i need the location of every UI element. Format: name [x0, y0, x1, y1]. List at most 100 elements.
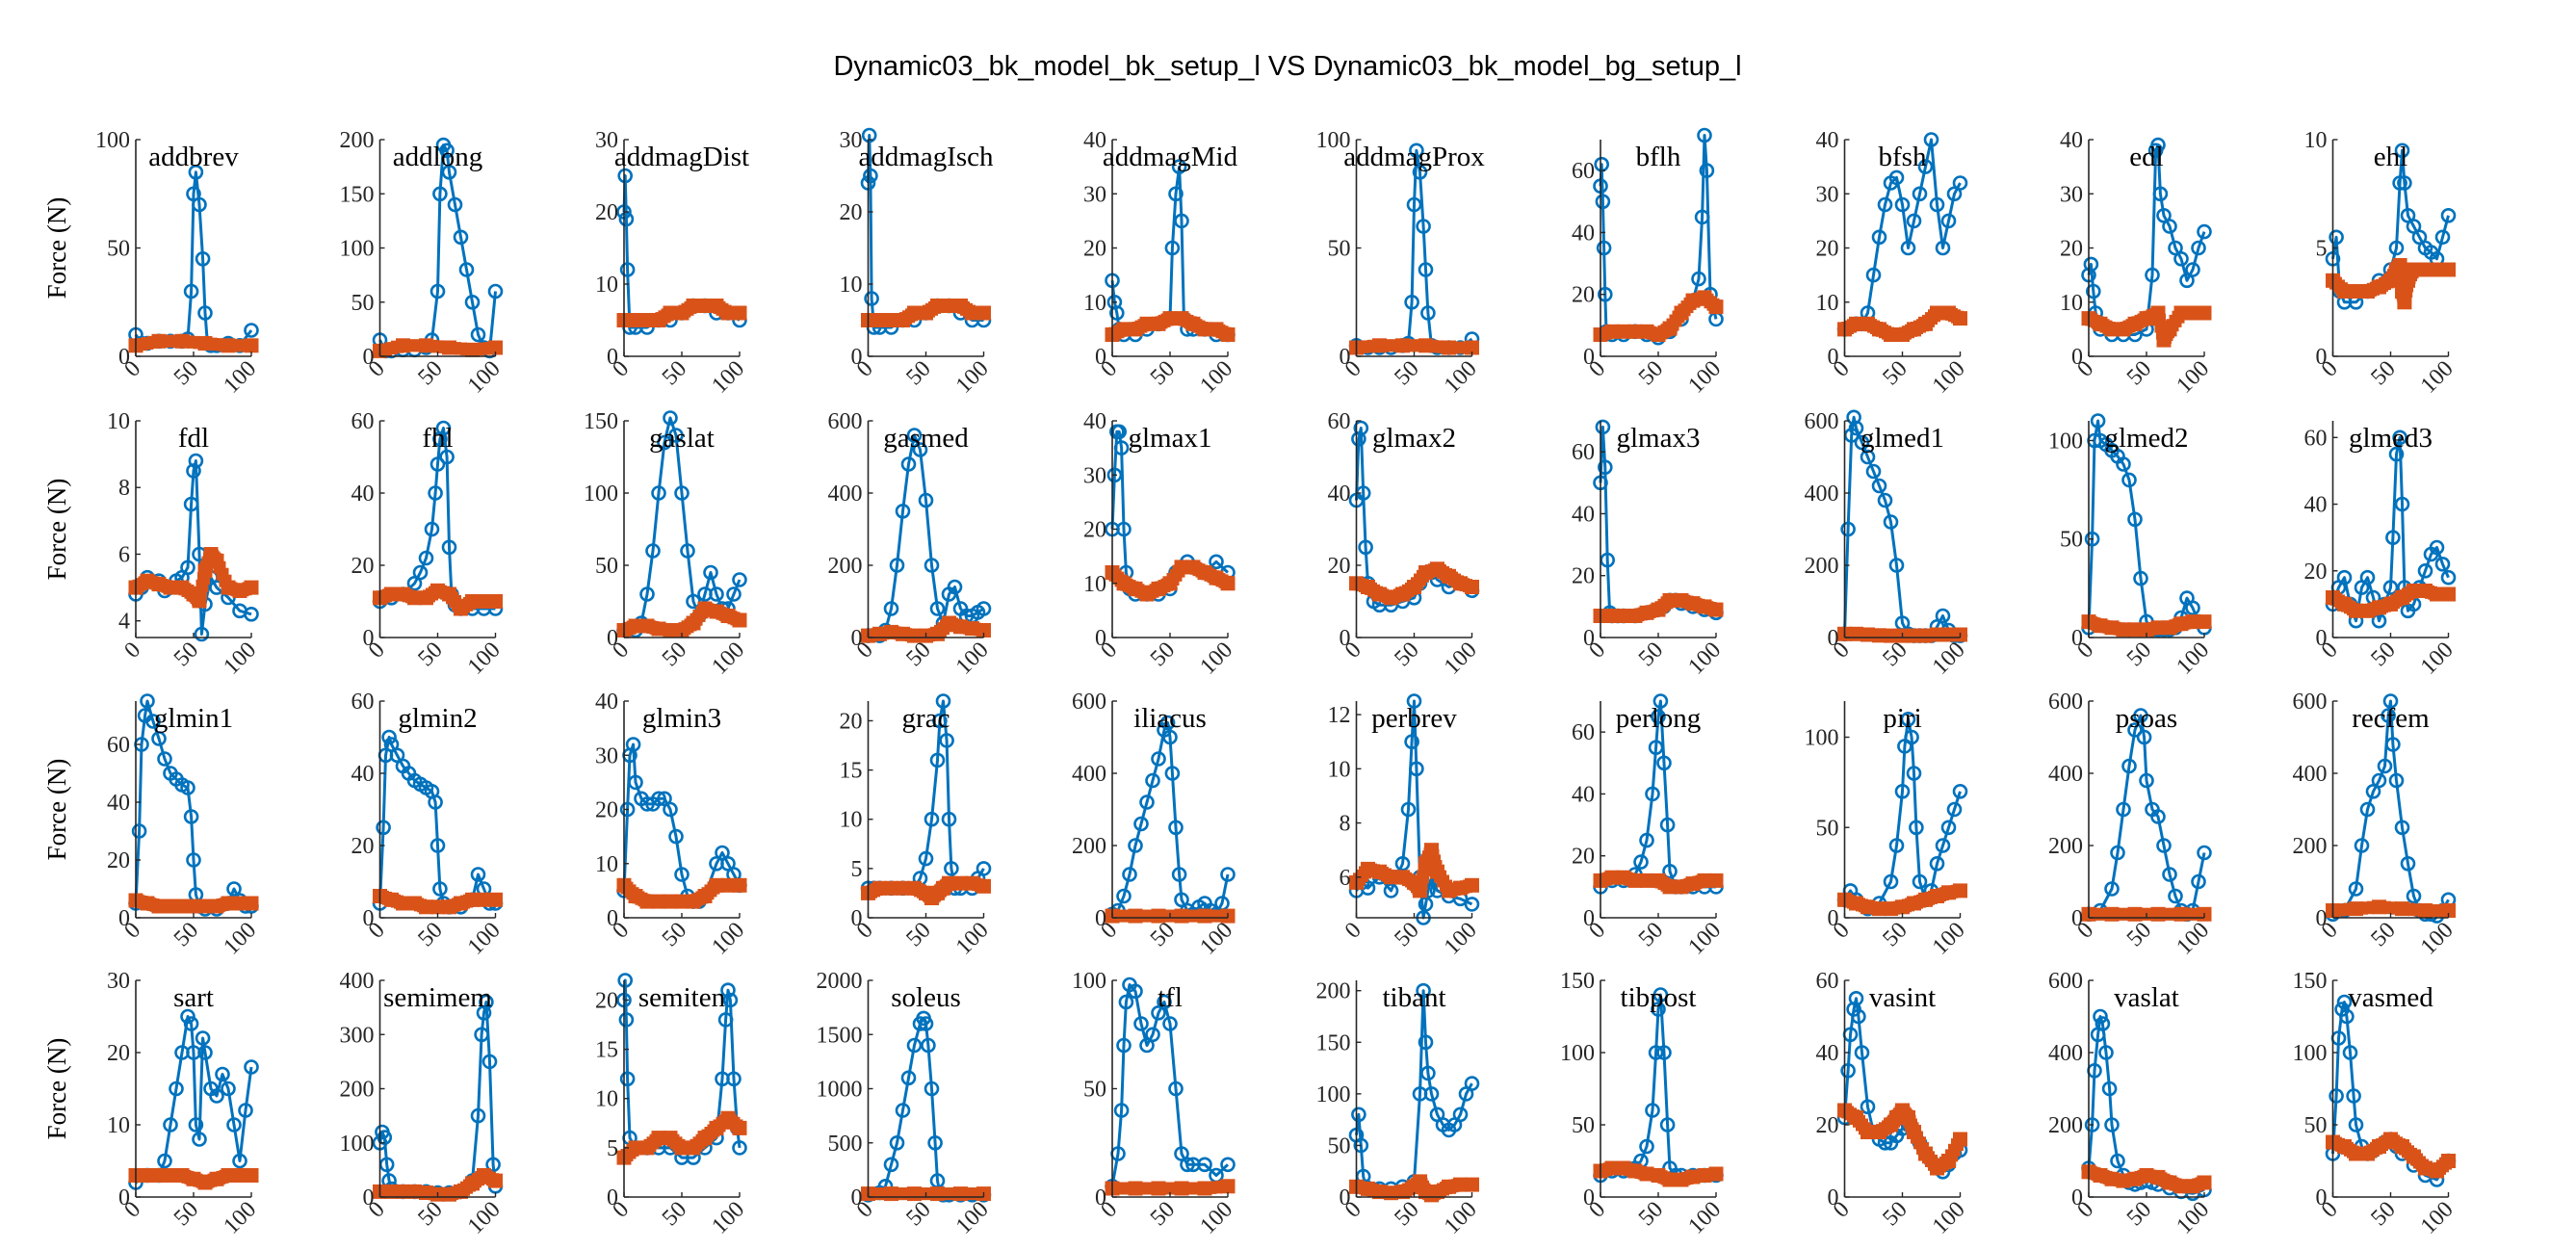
series-1-point [428, 485, 443, 501]
series-2-point [197, 572, 210, 586]
series-1-point [157, 751, 172, 767]
series-2-point [2390, 901, 2403, 915]
series-1-point [2342, 1045, 2358, 1060]
series-1-point [1383, 883, 1399, 898]
y-tick-label: 0 [363, 626, 375, 651]
series-1-point [924, 558, 940, 573]
series-1-point [2346, 1088, 2361, 1104]
series-2-point [730, 612, 743, 626]
subplot-title: vasmed [2348, 982, 2433, 1013]
series-2-point [1367, 339, 1380, 352]
y-tick-label: 400 [2293, 762, 2328, 787]
series-1-point [429, 283, 446, 299]
series-1-point [195, 250, 211, 267]
y-tick-label: 20 [1816, 237, 1839, 262]
series-1-point [1164, 240, 1181, 256]
series-1-point [2116, 456, 2131, 472]
series-2-point [1418, 864, 1431, 877]
series-1-point [1598, 286, 1613, 302]
series-1-point [197, 1045, 213, 1060]
y-tick-label: 10 [595, 852, 618, 877]
y-tick-label: 15 [595, 1038, 618, 1063]
series-1-point [1952, 783, 1968, 799]
series-1-point [1452, 1107, 1469, 1123]
series-1-point [1412, 165, 1428, 180]
subplot-title: iliacus [1133, 703, 1207, 734]
series-1-point [722, 992, 739, 1008]
series-1-point [2434, 556, 2451, 572]
series-1-point [1652, 693, 1669, 709]
y-tick-label: 400 [2048, 762, 2083, 787]
y-tick-label: 20 [1572, 845, 1595, 870]
y-tick-label: 50 [1572, 1113, 1595, 1138]
series-1-point [1917, 159, 1934, 174]
subplot-title: semimem [383, 982, 492, 1013]
y-tick-label: 1500 [817, 1023, 863, 1048]
y-tick-label: 60 [2304, 426, 2328, 451]
series-2-point [1414, 339, 1426, 352]
series-1-point [1848, 420, 1864, 436]
y-tick-label: 600 [2048, 969, 2083, 994]
series-2-point [730, 306, 743, 320]
series-1-point [145, 714, 161, 729]
y-tick-label: 40 [2304, 493, 2328, 518]
y-tick-label: 0 [118, 1185, 130, 1211]
y-tick-label: 200 [340, 1078, 375, 1103]
subplot-title: piri [1883, 703, 1921, 734]
series-2-point [437, 340, 450, 353]
series-2-point [1146, 909, 1159, 923]
series-1-point [1145, 1027, 1160, 1043]
y-tick-label: 0 [1583, 1185, 1595, 1211]
series-1-point [2359, 801, 2376, 818]
series-1-point [428, 794, 443, 810]
y-tick-label: 0 [2316, 345, 2328, 370]
series-1-point [1197, 1157, 1212, 1173]
series-1-point [1420, 1065, 1436, 1081]
y-tick-label: 400 [1072, 762, 1106, 787]
series-1-point [1923, 132, 1939, 147]
series-2-point [1391, 339, 1403, 352]
series-1-point [140, 693, 155, 709]
series-1-point [1464, 897, 1480, 912]
y-tick-label: 0 [1095, 345, 1106, 370]
y-tick-label: 60 [107, 733, 130, 758]
y-tick-label: 0 [1340, 345, 1351, 370]
series-1-point [1418, 1034, 1434, 1051]
series-1-point [2440, 208, 2457, 223]
series-1-point [479, 994, 494, 1010]
series-1-point [1118, 994, 1134, 1010]
series-1-point [244, 323, 259, 338]
y-tick-label: 0 [2316, 906, 2328, 931]
series-1-point [1648, 1045, 1664, 1060]
y-tick-label: 0 [363, 345, 375, 370]
series-1-point [2394, 143, 2410, 159]
y-tick-label: 60 [351, 690, 375, 715]
y-tick-label: 40 [1328, 482, 1351, 507]
series-1-point [377, 1130, 393, 1145]
series-1-point [906, 428, 923, 443]
y-tick-label: 150 [1560, 969, 1595, 994]
series-2-point [1706, 602, 1720, 615]
y-tick-label: 8 [118, 476, 130, 501]
series-2-point [1169, 1182, 1183, 1195]
series-2-point [486, 595, 499, 608]
y-tick-label: 30 [1083, 463, 1106, 488]
series-2-point [2436, 904, 2449, 917]
series-1-point [1353, 420, 1369, 436]
y-axis-label: Force (N) [42, 197, 71, 299]
series-1-point [1877, 196, 1893, 213]
series-1-point [470, 326, 486, 343]
series-1-point [1168, 1081, 1184, 1097]
y-tick-label: 10 [107, 409, 130, 434]
series-1-point [1851, 1008, 1866, 1025]
series-1-point [183, 809, 199, 824]
series-1-point [619, 801, 636, 818]
y-tick-label: 40 [1572, 221, 1595, 246]
subplot-title: addbrev [148, 142, 239, 172]
y-tick-label: 10 [2060, 291, 2083, 316]
